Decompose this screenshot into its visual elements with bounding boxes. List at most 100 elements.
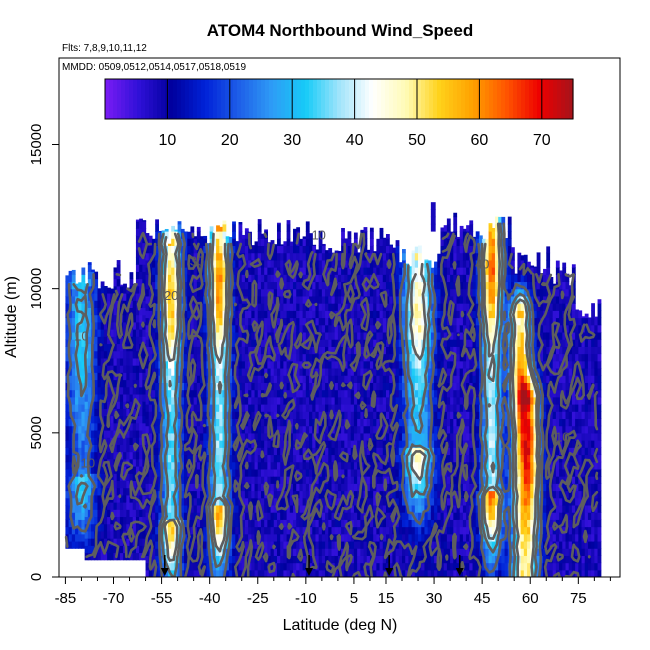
heatmap-cell <box>353 232 358 239</box>
heatmap-cell <box>65 275 70 283</box>
heatmap-cell <box>139 393 143 402</box>
heatmap-cell <box>87 530 92 539</box>
heatmap-cell <box>155 382 159 391</box>
heatmap-cell <box>196 245 201 254</box>
heatmap-cell <box>200 432 204 441</box>
heatmap-cell <box>91 494 95 503</box>
heatmap-cell <box>132 386 137 395</box>
heatmap-cell <box>135 465 140 474</box>
heatmap-cell <box>126 357 131 366</box>
heatmap-cell <box>139 422 143 431</box>
heatmap-cell <box>222 220 227 225</box>
heatmap-cell <box>155 483 159 492</box>
heatmap-cell <box>167 418 172 427</box>
heatmap-cell <box>68 339 73 347</box>
heatmap-cell <box>100 437 105 445</box>
heatmap-cell <box>171 310 176 319</box>
heatmap-cell <box>193 461 198 470</box>
heatmap-cell <box>180 483 185 492</box>
heatmap-cell <box>148 375 153 383</box>
heatmap-cell <box>116 437 121 445</box>
heatmap-cell <box>81 324 86 333</box>
heatmap-cell <box>167 533 172 542</box>
heatmap-cell <box>379 231 384 239</box>
heatmap-cell <box>167 396 172 405</box>
heatmap-cell <box>119 422 124 431</box>
heatmap-cell <box>71 346 76 355</box>
heatmap-cell <box>177 360 182 369</box>
heatmap-cell <box>87 262 92 265</box>
heatmap-cell <box>97 516 102 525</box>
heatmap-cell <box>174 288 179 297</box>
heatmap-cell <box>94 285 99 294</box>
heatmap-cell <box>369 227 374 232</box>
heatmap-cell <box>139 264 143 272</box>
heatmap-cell <box>161 569 166 577</box>
heatmap-cell <box>164 526 169 535</box>
heatmap-cell <box>151 519 156 528</box>
heatmap-cell <box>161 317 166 326</box>
heatmap-cell <box>184 288 188 297</box>
heatmap-cell <box>190 238 195 247</box>
heatmap-cell <box>196 281 201 290</box>
heatmap-cell <box>107 292 111 301</box>
heatmap-cell <box>84 386 89 395</box>
heatmap-cell <box>81 512 86 520</box>
heatmap-cell <box>119 408 124 417</box>
heatmap-cell <box>113 336 118 345</box>
heatmap-cell <box>200 331 204 340</box>
heatmap-cell <box>87 271 92 280</box>
heatmap-cell <box>193 497 198 506</box>
heatmap-cell <box>71 497 76 506</box>
heatmap-cell <box>132 530 137 539</box>
heatmap-cell <box>87 343 92 352</box>
heatmap-cell <box>94 271 99 280</box>
heatmap-cell <box>151 274 156 283</box>
heatmap-cell <box>135 219 140 222</box>
heatmap-cell <box>155 339 159 347</box>
heatmap-cell <box>91 269 95 272</box>
heatmap-cell <box>142 401 147 409</box>
heatmap-cell <box>91 473 95 482</box>
heatmap-cell <box>167 317 172 326</box>
heatmap-cell <box>184 526 188 535</box>
heatmap-cell <box>81 396 86 405</box>
heatmap-cell <box>187 238 192 247</box>
heatmap-cell <box>164 231 169 239</box>
heatmap-cell <box>119 437 124 445</box>
heatmap-cell <box>116 401 121 409</box>
heatmap-cell <box>155 454 159 463</box>
heatmap-cell <box>103 307 108 316</box>
heatmap-cell <box>135 451 140 460</box>
heatmap-cell <box>196 476 201 484</box>
heatmap-cell <box>167 267 172 275</box>
heatmap-cell <box>135 386 140 395</box>
heatmap-cell <box>187 418 192 427</box>
heatmap-cell <box>171 267 176 275</box>
heatmap-cell <box>84 408 89 417</box>
heatmap-cell <box>200 288 204 297</box>
heatmap-cell <box>151 461 156 470</box>
heatmap-cell <box>155 504 159 513</box>
heatmap-cell <box>184 389 188 398</box>
heatmap-cell <box>200 440 204 448</box>
heatmap-cell <box>119 494 124 503</box>
heatmap-cell <box>184 382 188 391</box>
heatmap-cell <box>103 516 108 525</box>
heatmap-cell <box>155 274 159 283</box>
heatmap-cell <box>139 365 143 373</box>
heatmap-cell <box>129 300 134 309</box>
heatmap-cell <box>132 538 137 546</box>
heatmap-cell <box>65 440 70 448</box>
heatmap-cell <box>119 523 124 532</box>
heatmap-cell <box>84 437 89 445</box>
heatmap-cell <box>68 281 73 290</box>
heatmap-cell <box>158 238 163 247</box>
heatmap-cell <box>190 382 195 391</box>
heatmap-cell <box>145 425 150 434</box>
heatmap-cell <box>164 281 169 290</box>
heatmap-cell <box>110 314 115 323</box>
heatmap-cell <box>139 465 143 474</box>
heatmap-cell <box>196 303 201 311</box>
heatmap-cell <box>113 415 118 424</box>
